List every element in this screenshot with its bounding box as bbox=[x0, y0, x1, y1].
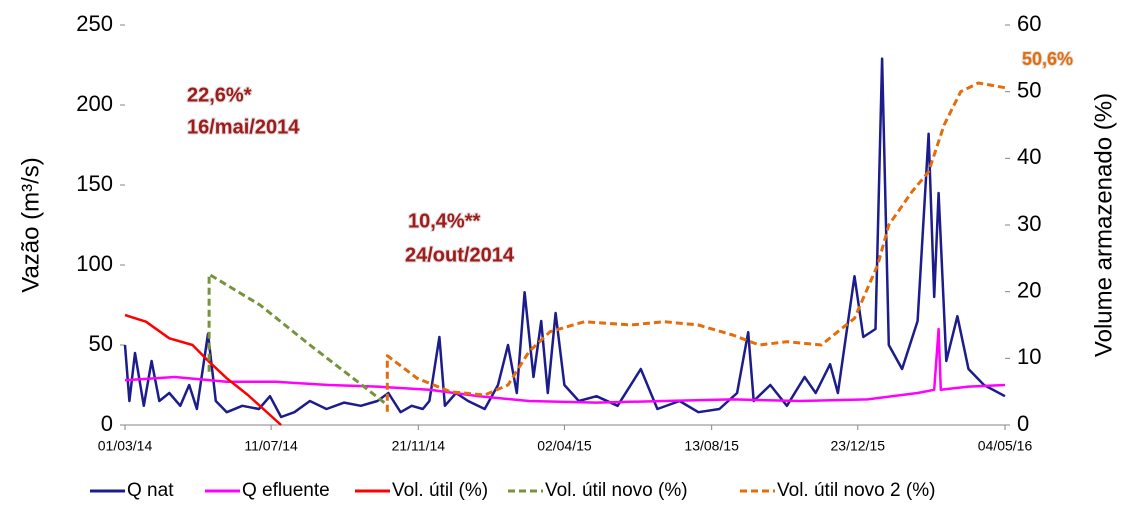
legend-label: Q efluente bbox=[242, 480, 330, 501]
y-axis-label: Vazão (m³/s) bbox=[17, 157, 44, 293]
x-tick-label: 04/05/16 bbox=[978, 438, 1033, 454]
annotation: 24/out/2014 bbox=[405, 244, 515, 266]
y-tick-label: 0 bbox=[101, 411, 113, 436]
y2-tick-label: 30 bbox=[1017, 211, 1041, 236]
legend-label: Vol. útil novo 2 (%) bbox=[777, 480, 935, 501]
y2-tick-label: 40 bbox=[1017, 144, 1041, 169]
annotation: 16/mai/2014 bbox=[187, 116, 300, 138]
y-tick-label: 50 bbox=[89, 331, 113, 356]
x-tick-label: 21/11/14 bbox=[392, 438, 446, 454]
x-tick-label: 13/08/15 bbox=[684, 438, 739, 454]
y-tick-label: 200 bbox=[76, 91, 113, 116]
y-tick-label: 100 bbox=[76, 251, 113, 276]
x-tick-label: 01/03/14 bbox=[98, 438, 153, 454]
series-line bbox=[385, 81, 1006, 412]
y2-axis-label: Volume armazenado (%) bbox=[1090, 93, 1117, 357]
y2-tick-label: 10 bbox=[1017, 344, 1041, 369]
y-tick-label: 150 bbox=[76, 171, 113, 196]
annotation: 10,4%** bbox=[408, 210, 480, 232]
y2-tick-label: 50 bbox=[1017, 77, 1041, 102]
series-line bbox=[207, 272, 389, 407]
annotation: 50,6% bbox=[1022, 49, 1073, 69]
annotation: 22,6%* bbox=[187, 84, 252, 106]
y2-tick-label: 20 bbox=[1017, 277, 1041, 302]
x-tick-label: 02/04/15 bbox=[537, 438, 592, 454]
x-tick-label: 23/12/15 bbox=[831, 438, 886, 454]
y2-tick-label: 60 bbox=[1017, 11, 1041, 36]
series-line bbox=[123, 57, 1006, 419]
x-tick-label: 11/07/14 bbox=[244, 438, 298, 454]
series-line bbox=[124, 327, 1006, 404]
legend-label: Q nat bbox=[127, 480, 174, 501]
y2-tick-label: 0 bbox=[1017, 411, 1029, 436]
legend-label: Vol. útil (%) bbox=[392, 480, 488, 501]
y-tick-label: 250 bbox=[76, 11, 113, 36]
legend-label: Vol. útil novo (%) bbox=[545, 480, 688, 501]
series-line bbox=[124, 313, 282, 426]
